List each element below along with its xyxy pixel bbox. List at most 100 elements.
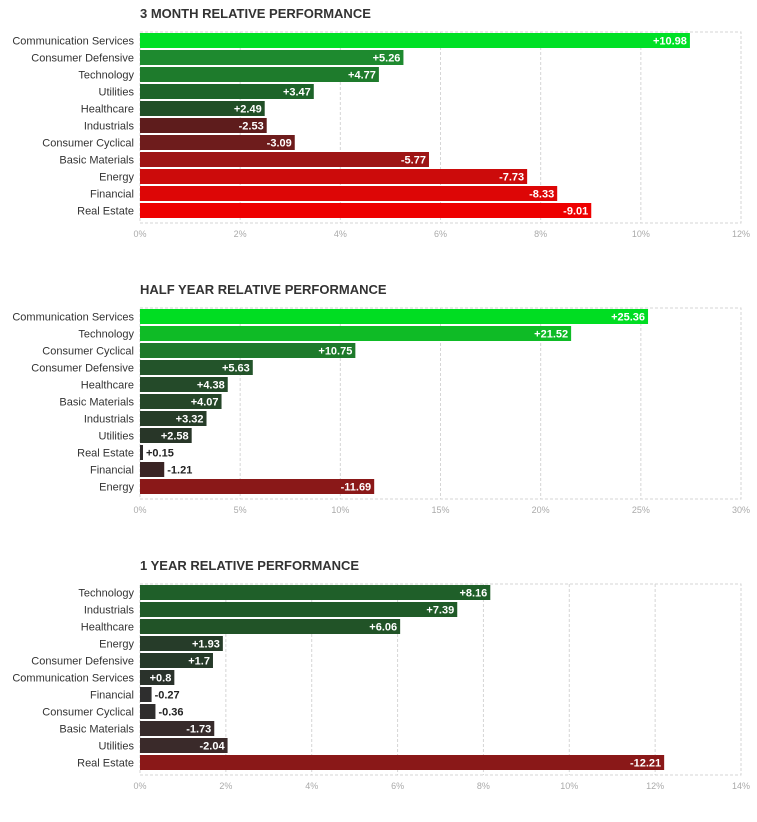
bar-communication-services xyxy=(140,309,649,324)
category-label-consumer-cyclical: Consumer Cyclical xyxy=(42,707,134,719)
bar-basic-materials xyxy=(140,394,222,409)
value-label-basic-materials: -1.73 xyxy=(186,724,211,736)
value-label-financial: -0.27 xyxy=(155,690,180,702)
value-label-technology: +21.52 xyxy=(534,329,568,341)
bar-basic-materials xyxy=(140,152,429,167)
x-tick-label: 4% xyxy=(305,781,318,791)
x-tick-label: 15% xyxy=(431,505,449,515)
value-label-technology: +4.77 xyxy=(348,70,376,82)
bar-consumer-defensive xyxy=(140,360,253,375)
value-label-consumer-cyclical: -3.09 xyxy=(267,138,292,150)
value-label-basic-materials: +4.07 xyxy=(191,397,219,409)
x-tick-label: 10% xyxy=(560,781,578,791)
category-label-utilities: Utilities xyxy=(99,741,135,753)
category-label-industrials: Industrials xyxy=(84,414,135,426)
category-label-financial: Financial xyxy=(90,465,134,477)
category-label-communication-services: Communication Services xyxy=(12,36,134,48)
category-label-industrials: Industrials xyxy=(84,121,135,133)
bar-industrials xyxy=(140,118,267,133)
x-tick-label: 10% xyxy=(632,229,650,239)
value-label-healthcare: +2.49 xyxy=(234,104,262,116)
x-tick-label: 6% xyxy=(434,229,447,239)
value-label-real-estate: -12.21 xyxy=(630,758,661,770)
value-label-real-estate: +0.15 xyxy=(146,448,174,460)
category-label-real-estate: Real Estate xyxy=(77,448,134,460)
x-tick-label: 6% xyxy=(391,781,404,791)
bar-healthcare xyxy=(140,101,265,116)
category-label-healthcare: Healthcare xyxy=(81,380,134,392)
bar-energy xyxy=(140,479,375,494)
category-label-energy: Energy xyxy=(99,172,134,184)
bar-real-estate xyxy=(140,755,665,770)
chart-title-1-year: 1 YEAR RELATIVE PERFORMANCE xyxy=(140,558,360,573)
bar-communication-services xyxy=(140,33,690,48)
bar-consumer-cyclical xyxy=(140,135,295,150)
bar-healthcare xyxy=(140,619,401,634)
value-label-financial: -1.21 xyxy=(167,465,192,477)
value-label-healthcare: +6.06 xyxy=(369,622,397,634)
bar-consumer-cyclical xyxy=(140,343,356,358)
x-tick-label: 12% xyxy=(646,781,664,791)
bar-chart-3-month: 0% 2% 4% 6% 8% 10% 12% Communication Services +1… xyxy=(12,31,750,239)
value-label-utilities: -2.04 xyxy=(199,741,225,753)
category-label-financial: Financial xyxy=(90,690,134,702)
plot-border xyxy=(139,583,742,776)
value-label-technology: +8.16 xyxy=(459,588,487,600)
sector-performance-charts: 3 MONTH RELATIVE PERFORMANCE 0% 2% 4% 6% 8% 1… xyxy=(12,6,750,791)
x-tick-label: 8% xyxy=(534,229,547,239)
x-tick-label: 4% xyxy=(334,229,347,239)
value-label-consumer-cyclical: -0.36 xyxy=(158,707,183,719)
category-label-technology: Technology xyxy=(78,70,134,82)
value-label-consumer-defensive: +5.63 xyxy=(222,363,250,375)
bar-energy xyxy=(140,636,223,651)
x-tick-label: 14% xyxy=(732,781,750,791)
category-label-consumer-defensive: Consumer Defensive xyxy=(31,53,134,65)
value-label-industrials: -2.53 xyxy=(239,121,264,133)
category-label-basic-materials: Basic Materials xyxy=(59,724,134,736)
bar-real-estate xyxy=(140,203,592,218)
category-label-communication-services: Communication Services xyxy=(12,312,134,324)
bar-chart-half-year: 0% 5% 10% 15% 20% 25% 30% Communication Service… xyxy=(12,307,750,515)
category-label-communication-services: Communication Services xyxy=(12,673,134,685)
chart-title-half-year: HALF YEAR RELATIVE PERFORMANCE xyxy=(140,282,387,297)
value-label-industrials: +3.32 xyxy=(176,414,204,426)
category-label-financial: Financial xyxy=(90,189,134,201)
bar-utilities xyxy=(140,428,192,443)
value-label-consumer-defensive: +5.26 xyxy=(373,53,401,65)
bar-real-estate xyxy=(140,445,144,460)
value-label-utilities: +2.58 xyxy=(161,431,189,443)
bar-healthcare xyxy=(140,377,228,392)
x-tick-label: 5% xyxy=(234,505,247,515)
category-label-technology: Technology xyxy=(78,588,134,600)
value-label-industrials: +7.39 xyxy=(426,605,454,617)
x-tick-label: 2% xyxy=(219,781,232,791)
value-label-energy: -11.69 xyxy=(341,482,372,494)
x-tick-label: 10% xyxy=(331,505,349,515)
category-label-consumer-cyclical: Consumer Cyclical xyxy=(42,138,134,150)
category-label-real-estate: Real Estate xyxy=(77,206,134,218)
category-label-healthcare: Healthcare xyxy=(81,104,134,116)
x-tick-label: 2% xyxy=(234,229,247,239)
x-tick-label: 8% xyxy=(477,781,490,791)
x-tick-label: 0% xyxy=(133,505,146,515)
value-label-basic-materials: -5.77 xyxy=(401,155,426,167)
bar-consumer-defensive xyxy=(140,653,213,668)
x-tick-label: 30% xyxy=(732,505,750,515)
value-label-energy: +1.93 xyxy=(192,639,220,651)
category-label-healthcare: Healthcare xyxy=(81,622,134,634)
bar-basic-materials xyxy=(140,721,215,736)
x-tick-label: 0% xyxy=(133,781,146,791)
bar-utilities xyxy=(140,84,314,99)
category-label-basic-materials: Basic Materials xyxy=(59,397,134,409)
bar-technology xyxy=(140,326,572,341)
category-label-utilities: Utilities xyxy=(99,431,135,443)
bar-financial xyxy=(140,687,152,702)
x-tick-label: 20% xyxy=(532,505,550,515)
bar-technology xyxy=(140,67,379,82)
value-label-communication-services: +25.36 xyxy=(611,312,645,324)
value-label-energy: -7.73 xyxy=(499,172,524,184)
value-label-consumer-cyclical: +10.75 xyxy=(318,346,352,358)
category-label-utilities: Utilities xyxy=(99,87,135,99)
category-label-technology: Technology xyxy=(78,329,134,341)
value-label-financial: -8.33 xyxy=(529,189,554,201)
